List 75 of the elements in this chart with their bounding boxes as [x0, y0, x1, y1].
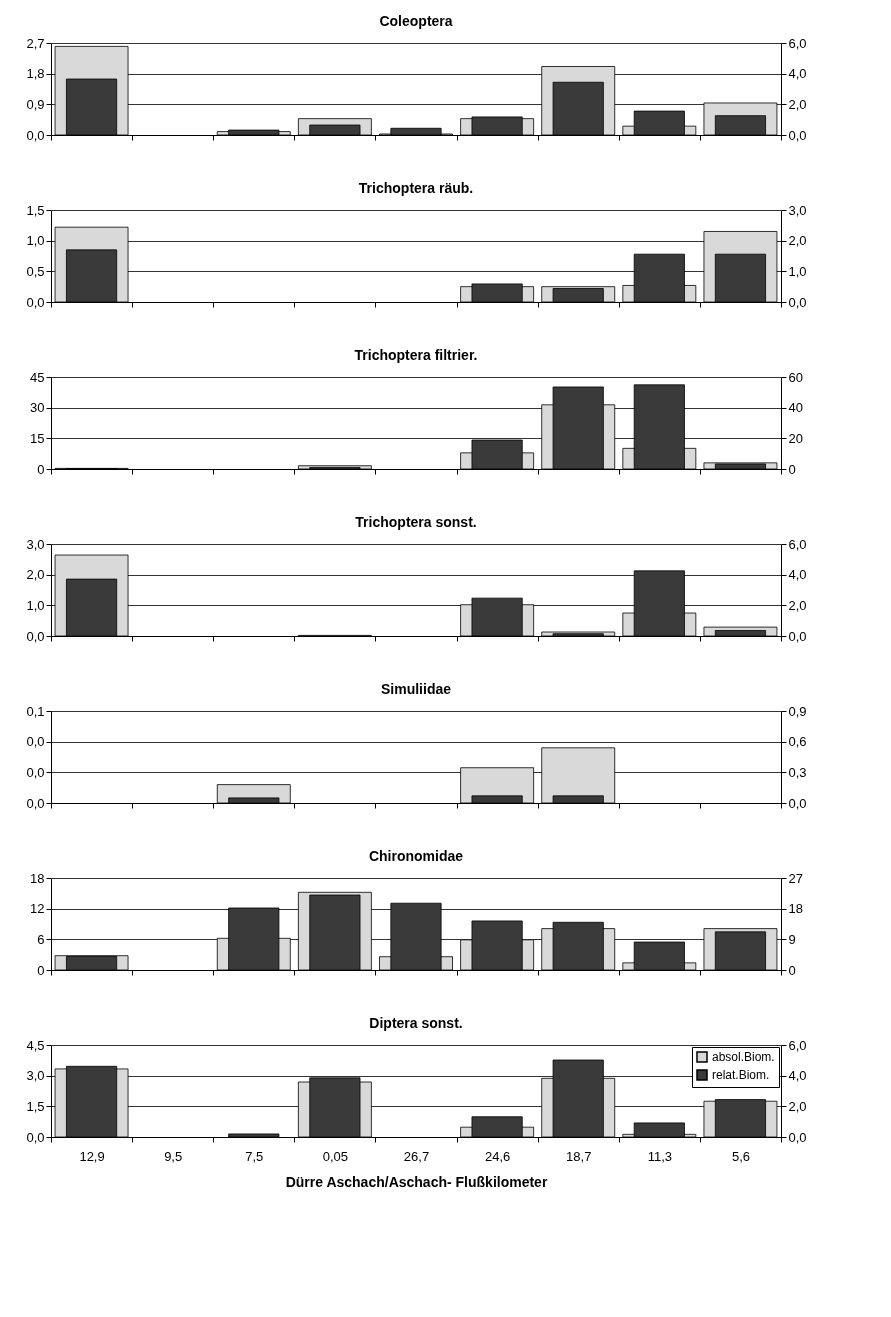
- y-tick-label: 0,5: [26, 263, 45, 279]
- y-tick-label: 0,1: [26, 703, 45, 719]
- y-tick-label: 2,7: [26, 35, 45, 51]
- y-tick-label: 0,0: [26, 734, 45, 750]
- y2-tick-label: 6,0: [788, 35, 807, 51]
- x-tick-label: 9,5: [164, 1148, 183, 1164]
- y-tick-label: 0,0: [26, 764, 45, 780]
- y2-tick-label: 0,6: [788, 734, 807, 750]
- y2-tick-label: 0,0: [788, 294, 807, 310]
- y2-tick-label: 0,9: [788, 703, 807, 719]
- chart-title: Diptera sonst.: [369, 1015, 463, 1031]
- y2-tick-label: 0,3: [788, 764, 807, 780]
- x-axis-title: Dürre Aschach/Aschach- Flußkilometer: [285, 1173, 548, 1190]
- y-tick-label: 0,0: [26, 127, 45, 143]
- y-tick-label: 2,0: [26, 567, 45, 583]
- y2-tick-label: 0: [788, 962, 796, 978]
- chart-title: Trichoptera räub.: [358, 180, 474, 196]
- y2-tick-label: 18: [788, 901, 803, 917]
- y2-tick-label: 2,0: [788, 96, 807, 112]
- chart-title: Chironomidae: [368, 848, 464, 864]
- x-tick-label: 24,6: [484, 1148, 511, 1164]
- y2-tick-label: 4,0: [788, 1068, 807, 1084]
- y2-tick-label: 4,0: [788, 567, 807, 583]
- y2-tick-label: 0,0: [788, 795, 807, 811]
- y2-tick-label: 2,0: [788, 597, 807, 613]
- y2-tick-label: 0: [788, 461, 796, 477]
- y-tick-label: 45: [30, 369, 45, 385]
- y-tick-label: 0: [37, 461, 45, 477]
- y2-tick-label: 2,0: [788, 233, 807, 249]
- y-tick-label: 1,5: [26, 202, 45, 218]
- x-tick-label: 0,05: [322, 1148, 349, 1164]
- y2-tick-label: 40: [788, 400, 803, 416]
- y2-tick-label: 20: [788, 430, 803, 446]
- y2-tick-label: 6,0: [788, 536, 807, 552]
- x-tick-label: 26,7: [403, 1148, 430, 1164]
- y-tick-label: 30: [30, 400, 45, 416]
- chart-title: Coleoptera: [379, 13, 453, 29]
- y-tick-label: 0,0: [26, 294, 45, 310]
- chart-title: Trichoptera filtrier.: [354, 347, 478, 363]
- y-tick-label: 1,8: [26, 66, 45, 82]
- y-tick-label: 0,0: [26, 795, 45, 811]
- y2-tick-label: 6,0: [788, 1037, 807, 1053]
- chart-title: Simuliidae: [380, 681, 452, 697]
- legend-label: absol.Biom.: [712, 1050, 775, 1064]
- y2-tick-label: 0,0: [788, 1129, 807, 1145]
- y-tick-label: 0,9: [26, 96, 45, 112]
- x-tick-label: 18,7: [566, 1148, 592, 1164]
- y-tick-label: 1,5: [26, 1098, 45, 1114]
- y-tick-label: 6: [37, 931, 45, 947]
- x-tick-label: 5,6: [731, 1148, 750, 1164]
- x-tick-label: 12,9: [79, 1148, 105, 1164]
- y-tick-label: 0,0: [26, 628, 45, 644]
- y-tick-label: 12: [30, 901, 45, 917]
- y2-tick-label: 0,0: [788, 628, 807, 644]
- y-tick-label: 1,0: [26, 233, 45, 249]
- y2-tick-label: 60: [788, 369, 803, 385]
- y-tick-label: 4,5: [26, 1037, 45, 1053]
- y-tick-label: 15: [30, 430, 45, 446]
- y2-tick-label: 0,0: [788, 127, 807, 143]
- y2-tick-label: 4,0: [788, 66, 807, 82]
- y-tick-label: 18: [30, 870, 45, 886]
- y2-tick-label: 2,0: [788, 1098, 807, 1114]
- y2-tick-label: 9: [788, 931, 796, 947]
- legend-label: relat.Biom.: [712, 1068, 770, 1082]
- chart-title: Trichoptera sonst.: [355, 514, 477, 530]
- y-tick-label: 3,0: [26, 1068, 45, 1084]
- y-tick-label: 3,0: [26, 536, 45, 552]
- y2-tick-label: 3,0: [788, 202, 807, 218]
- x-tick-label: 7,5: [245, 1148, 264, 1164]
- y-tick-label: 0,0: [26, 1129, 45, 1145]
- y-tick-label: 0: [37, 962, 45, 978]
- y2-tick-label: 1,0: [788, 263, 807, 279]
- y-tick-label: 1,0: [26, 597, 45, 613]
- y2-tick-label: 27: [788, 870, 803, 886]
- x-tick-label: 11,3: [647, 1148, 673, 1164]
